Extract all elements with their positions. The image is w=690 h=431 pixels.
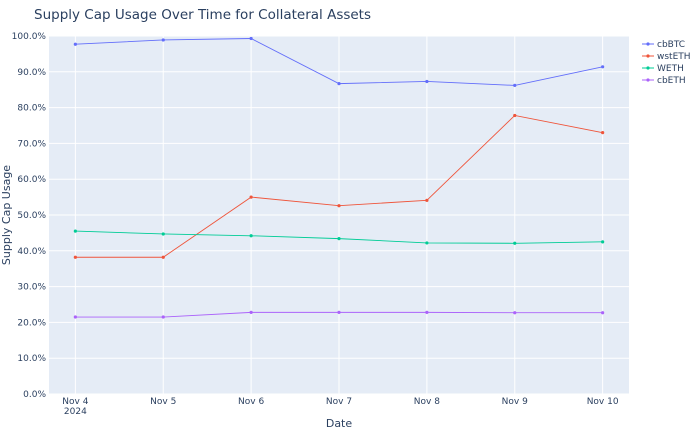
data-point: [513, 83, 517, 88]
legend-label: cbBTC: [657, 40, 685, 50]
legend-item[interactable]: wstETH: [642, 52, 690, 62]
y-tick-label: 80.0%: [17, 104, 46, 114]
y-tick-label: 50.0%: [17, 211, 46, 221]
data-point: [425, 310, 429, 314]
x-axis: Nov 4 Nov 5 Nov 6 Nov 7 Nov 8 Nov 9 Nov 10 2024: [62, 397, 619, 417]
data-point: [249, 310, 253, 314]
data-point: [249, 234, 253, 238]
data-point: [337, 310, 341, 314]
x-tick-label: Nov 6: [238, 397, 264, 407]
data-point: [425, 79, 429, 84]
y-tick-label: 30.0%: [17, 283, 46, 293]
x-tick-label: Nov 4: [62, 397, 88, 407]
y-tick-label: 40.0%: [17, 247, 46, 257]
y-tick-label: 10.0%: [17, 354, 46, 364]
data-point: [161, 38, 165, 42]
legend-item[interactable]: cbETH: [642, 76, 686, 86]
legend-swatch-marker: [646, 66, 650, 70]
y-tick-label: 0.0%: [23, 390, 46, 400]
legend-label: wstETH: [657, 52, 690, 62]
data-point: [513, 241, 517, 245]
data-point: [513, 113, 517, 118]
legend-swatch-marker: [646, 78, 650, 82]
data-point: [73, 315, 77, 319]
series-cbbtc: [73, 36, 605, 88]
data-point: [601, 311, 605, 315]
data-point: [161, 315, 165, 319]
y-axis-title: Supply Cap Usage: [0, 165, 13, 265]
y-tick-label: 70.0%: [17, 139, 46, 149]
legend-label: WETH: [657, 64, 684, 74]
data-point: [249, 36, 253, 41]
y-axis: 0.0% 10.0% 20.0% 30.0% 40.0% 50.0% 60.0% 70.0% 8…: [12, 32, 47, 400]
legend-swatch-marker: [646, 54, 650, 58]
x-year-label: 2024: [64, 407, 87, 417]
y-tick-label: 90.0%: [17, 68, 46, 78]
data-point: [161, 232, 165, 236]
legend-label: cbETH: [657, 76, 686, 86]
x-tick-label: Nov 8: [414, 397, 440, 407]
series-weth: [73, 229, 605, 245]
series-group: [73, 36, 605, 319]
data-point: [73, 42, 77, 46]
x-tick-label: Nov 7: [326, 397, 352, 407]
data-point: [337, 82, 341, 86]
data-point: [337, 204, 341, 208]
legend-item[interactable]: WETH: [642, 64, 684, 74]
data-point: [513, 311, 517, 315]
data-point: [249, 195, 253, 199]
data-point: [425, 241, 429, 245]
x-tick-label: Nov 9: [502, 397, 528, 407]
data-point: [73, 229, 77, 233]
chart-title: Supply Cap Usage Over Time for Collatera…: [34, 7, 371, 23]
x-axis-title: Date: [326, 417, 353, 430]
data-point: [601, 131, 605, 135]
y-tick-label: 100.0%: [12, 32, 47, 42]
grid: [49, 35, 629, 395]
y-tick-label: 20.0%: [17, 318, 46, 328]
series-wsteth: [73, 113, 605, 259]
data-point: [601, 65, 605, 69]
data-point: [73, 255, 77, 259]
legend-swatch-marker: [646, 42, 650, 46]
data-point: [337, 237, 341, 241]
x-tick-label: Nov 5: [150, 397, 176, 407]
legend: cbBTC wstETH WETH cbETH: [642, 40, 690, 86]
data-point: [161, 255, 165, 259]
series-cbeth: [73, 310, 605, 319]
x-tick-label: Nov 10: [587, 397, 619, 407]
data-point: [425, 198, 429, 202]
legend-item[interactable]: cbBTC: [642, 40, 685, 50]
data-point: [601, 240, 605, 244]
y-tick-label: 60.0%: [17, 175, 46, 185]
